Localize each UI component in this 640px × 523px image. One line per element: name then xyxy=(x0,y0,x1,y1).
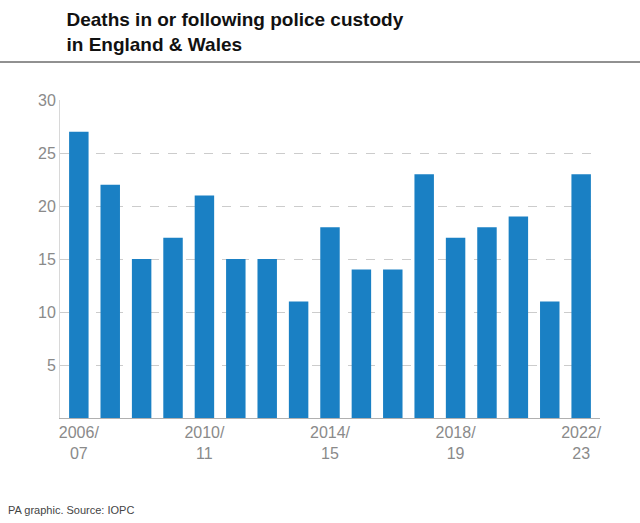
svg-text:5: 5 xyxy=(47,357,56,374)
svg-text:2022/23: 2022/23 xyxy=(561,424,602,462)
svg-text:2010/11: 2010/11 xyxy=(184,424,225,462)
svg-text:2014/15: 2014/15 xyxy=(310,424,351,462)
svg-text:2006/07: 2006/07 xyxy=(59,424,100,462)
svg-text:30: 30 xyxy=(38,92,56,109)
svg-text:15: 15 xyxy=(38,251,56,268)
svg-text:PA graphic. Source: IOPC: PA graphic. Source: IOPC xyxy=(8,504,134,516)
svg-text:Deaths in or following police: Deaths in or following police custodyin … xyxy=(66,9,403,55)
svg-text:10: 10 xyxy=(38,304,56,321)
svg-text:20: 20 xyxy=(38,198,56,215)
svg-text:2018/19: 2018/19 xyxy=(436,424,477,462)
svg-text:25: 25 xyxy=(38,145,56,162)
